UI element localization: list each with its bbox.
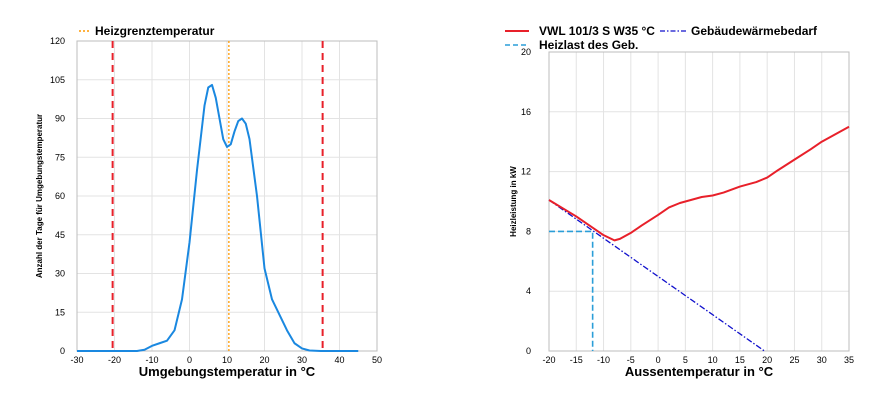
chart1-plot-frame <box>76 40 378 352</box>
chart1-grid <box>76 40 378 352</box>
x-tick-label: 50 <box>372 355 382 365</box>
y-tick-label: 20 <box>521 47 531 57</box>
legend-label-heizgrenztemperatur: Heizgrenztemperatur <box>95 24 215 38</box>
series-line-heizlast <box>549 230 594 351</box>
x-tick-label: -15 <box>570 355 583 365</box>
chart1-marks <box>77 41 359 352</box>
y-tick-label: 30 <box>55 269 65 279</box>
chart-heizgrenz-distribution: -30 -20 -10 0 10 20 30 40 500153045607590105120 … <box>35 24 382 379</box>
y-tick-label: 15 <box>55 307 65 317</box>
legend-label-vwl: VWL 101/3 S W35 °C <box>539 24 655 38</box>
x-tick-label: -10 <box>145 355 158 365</box>
series-line-gebaeudewaermebedarf <box>548 199 765 352</box>
chart2-x-axis-label: Aussentemperatur in °C <box>625 364 774 379</box>
y-tick-label: 45 <box>55 230 65 240</box>
y-tick-label: 75 <box>55 152 65 162</box>
series-line-tage <box>77 83 359 352</box>
x-tick-label: 15 <box>735 355 745 365</box>
x-tick-label: -20 <box>108 355 121 365</box>
x-tick-label: 35 <box>844 355 854 365</box>
chart1-tick-labels: -30 -20 -10 0 10 20 30 40 50 0 15 30 45 60 75 90 105 120 <box>50 36 382 365</box>
chart2-y-axis-label: Heizleistung in kW <box>509 166 518 237</box>
legend-label-heizlast: Heizlast des Geb. <box>539 38 638 52</box>
chart1-y-axis-label: Anzahl der Tage für Umgebungstemperatur <box>35 114 44 278</box>
x-tick-label: 30 <box>297 355 307 365</box>
y-tick-label: 60 <box>55 191 65 201</box>
x-tick-label: 20 <box>762 355 772 365</box>
chart2-grid <box>548 51 850 352</box>
y-tick-label: 0 <box>526 346 531 356</box>
x-tick-label: 0 <box>187 355 192 365</box>
y-tick-label: 105 <box>50 75 65 85</box>
y-tick-label: 16 <box>521 107 531 117</box>
chart2-plot-frame <box>548 51 850 352</box>
x-tick-label: -10 <box>597 355 610 365</box>
chart2-marks <box>548 125 850 352</box>
chart2-legend: VWL 101/3 S W35 °C Gebäudewärmebedarf He… <box>505 24 818 52</box>
y-tick-label: 12 <box>521 167 531 177</box>
chart1-legend: Heizgrenztemperatur <box>79 24 215 38</box>
y-tick-label: 8 <box>526 226 531 236</box>
x-tick-label: -5 <box>627 355 635 365</box>
x-tick-label: 20 <box>259 355 269 365</box>
y-tick-label: 90 <box>55 114 65 124</box>
x-tick-label: 25 <box>789 355 799 365</box>
x-tick-label: 30 <box>817 355 827 365</box>
y-tick-label: 120 <box>50 36 65 46</box>
x-tick-label: 10 <box>222 355 232 365</box>
series-line-vwl <box>548 125 850 242</box>
x-tick-label: 10 <box>708 355 718 365</box>
chart2-tick-labels: -20 -15 -10 -5 0 5 10 15 20 25 30 35 0 4 8 12 16 20 <box>521 47 854 365</box>
x-tick-label: -20 <box>542 355 555 365</box>
chart-heizleistung: -20 -15 -10 -5 0 5 10 15 20 25 30 35 0 4 8 12 16 20 VWL 1… <box>505 24 854 379</box>
x-tick-label: 5 <box>683 355 688 365</box>
y-tick-label: 0 <box>60 346 65 356</box>
y-tick-label: 4 <box>526 286 531 296</box>
legend-label-gebaeudewaermebedarf: Gebäudewärmebedarf <box>691 24 818 38</box>
x-tick-label: 40 <box>334 355 344 365</box>
x-tick-label: 0 <box>656 355 661 365</box>
chart1-x-axis-label: Umgebungstemperatur in °C <box>139 364 316 379</box>
x-tick-label: -30 <box>70 355 83 365</box>
